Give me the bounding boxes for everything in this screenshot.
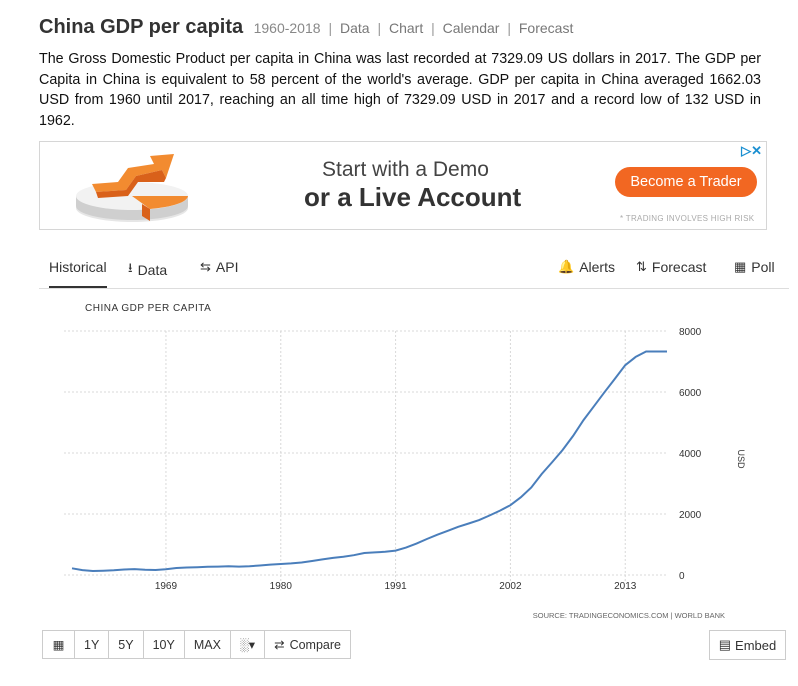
sort-icon: ⇅ — [636, 259, 647, 274]
separator: | — [377, 20, 382, 36]
forecast-link[interactable]: Forecast — [518, 20, 574, 36]
tab-label: Forecast — [651, 259, 707, 275]
header-subnav: 1960-2018 | Data | Chart | Calendar | Fo… — [254, 20, 574, 36]
x-tick-label: 1991 — [384, 581, 407, 592]
embed-button[interactable]: ▤ Embed — [709, 630, 786, 660]
ad-headline-2: or a Live Account — [304, 182, 522, 212]
y-tick-label: 8000 — [679, 327, 702, 338]
ad-banner[interactable]: Start with a Demo or a Live Account Beco… — [39, 141, 767, 230]
calendar-link[interactable]: Calendar — [442, 20, 500, 36]
y-tick-label: 4000 — [679, 449, 702, 460]
x-tick-label: 2002 — [499, 581, 522, 592]
calendar-icon: ▦ — [52, 638, 65, 652]
pie-chart-arrow-icon — [76, 154, 188, 222]
y-tick-label: 0 — [679, 571, 685, 582]
risk-disclaimer: * TRADING INVOLVES HIGH RISK — [620, 214, 755, 223]
adchoices-icon[interactable]: ▷✕ — [741, 143, 762, 158]
become-trader-button[interactable]: Become a Trader — [615, 167, 757, 197]
compare-button[interactable]: ⇄ Compare — [264, 630, 351, 659]
page-title: China GDP per capita — [39, 16, 244, 38]
separator: | — [431, 20, 435, 36]
compare-label: Compare — [289, 637, 341, 652]
ad-headline-1: Start with a Demo — [322, 158, 489, 181]
download-icon: ⭳ — [128, 260, 133, 275]
date-range: 1960-2018 — [253, 20, 321, 36]
x-tick-label: 2013 — [614, 581, 637, 592]
x-tick-label: 1969 — [155, 581, 178, 592]
y-tick-label: 6000 — [679, 388, 702, 399]
tab-label: API — [215, 259, 239, 275]
data-link[interactable]: Data — [339, 20, 370, 36]
description-text: The Gross Domestic Product per capita in… — [39, 51, 761, 129]
y-tick-label: 2000 — [679, 510, 702, 521]
chart-area: CHINA GDP PER CAPITA 0 2000 4000 6000 8000 1… — [39, 289, 789, 627]
tab-forecast[interactable]: ⇅ Forecast — [636, 259, 706, 275]
tab-label: Historical — [49, 259, 107, 275]
gdp-line-chart: CHINA GDP PER CAPITA 0 2000 4000 6000 8000 1… — [64, 303, 746, 620]
tab-data[interactable]: ⭳ Data — [128, 259, 167, 281]
tab-label: Data — [137, 262, 168, 278]
calendar-button[interactable]: ▦ — [42, 630, 75, 659]
chart-toolbar: ▦ 1Y 5Y 10Y MAX ░▾ ⇄ Compare — [42, 630, 351, 661]
image-icon: ▤ — [718, 637, 732, 652]
shuffle-icon: ⇄ — [274, 638, 285, 652]
y-axis-label: USD — [736, 449, 746, 469]
chart-tabs: Historical ⭳ Data ⇆ API 🔔 Alerts ⇅ Forec… — [39, 250, 789, 289]
grid-icon: ▦ — [734, 259, 747, 274]
separator: | — [507, 20, 511, 36]
x-tick-label: 1980 — [270, 581, 293, 592]
range-1y-button[interactable]: 1Y — [74, 630, 110, 659]
chart-title: CHINA GDP PER CAPITA — [85, 303, 211, 314]
range-5y-button[interactable]: 5Y — [108, 630, 144, 659]
chart-type-button[interactable]: ░▾ — [229, 630, 266, 659]
embed-label: Embed — [735, 637, 777, 653]
tab-alerts[interactable]: 🔔 Alerts — [558, 259, 615, 275]
chart-link[interactable]: Chart — [388, 20, 424, 36]
tab-label: Poll — [751, 259, 775, 275]
range-10y-button[interactable]: 10Y — [142, 630, 185, 659]
separator: | — [328, 20, 333, 36]
tab-label: Alerts — [579, 259, 615, 275]
tab-poll[interactable]: ▦ Poll — [734, 259, 775, 275]
bell-icon: 🔔 — [558, 259, 575, 274]
tab-historical[interactable]: Historical — [49, 259, 107, 288]
swap-icon: ⇆ — [200, 259, 211, 274]
bar-chart-icon: ░▾ — [239, 638, 256, 652]
tab-api[interactable]: ⇆ API — [200, 259, 238, 275]
page-header: China GDP per capita 1960-2018 | Data | … — [39, 16, 573, 39]
chart-source: SOURCE: TRADINGECONOMICS.COM | WORLD BAN… — [533, 611, 725, 620]
series-line — [71, 350, 667, 573]
range-max-button[interactable]: MAX — [183, 630, 231, 659]
